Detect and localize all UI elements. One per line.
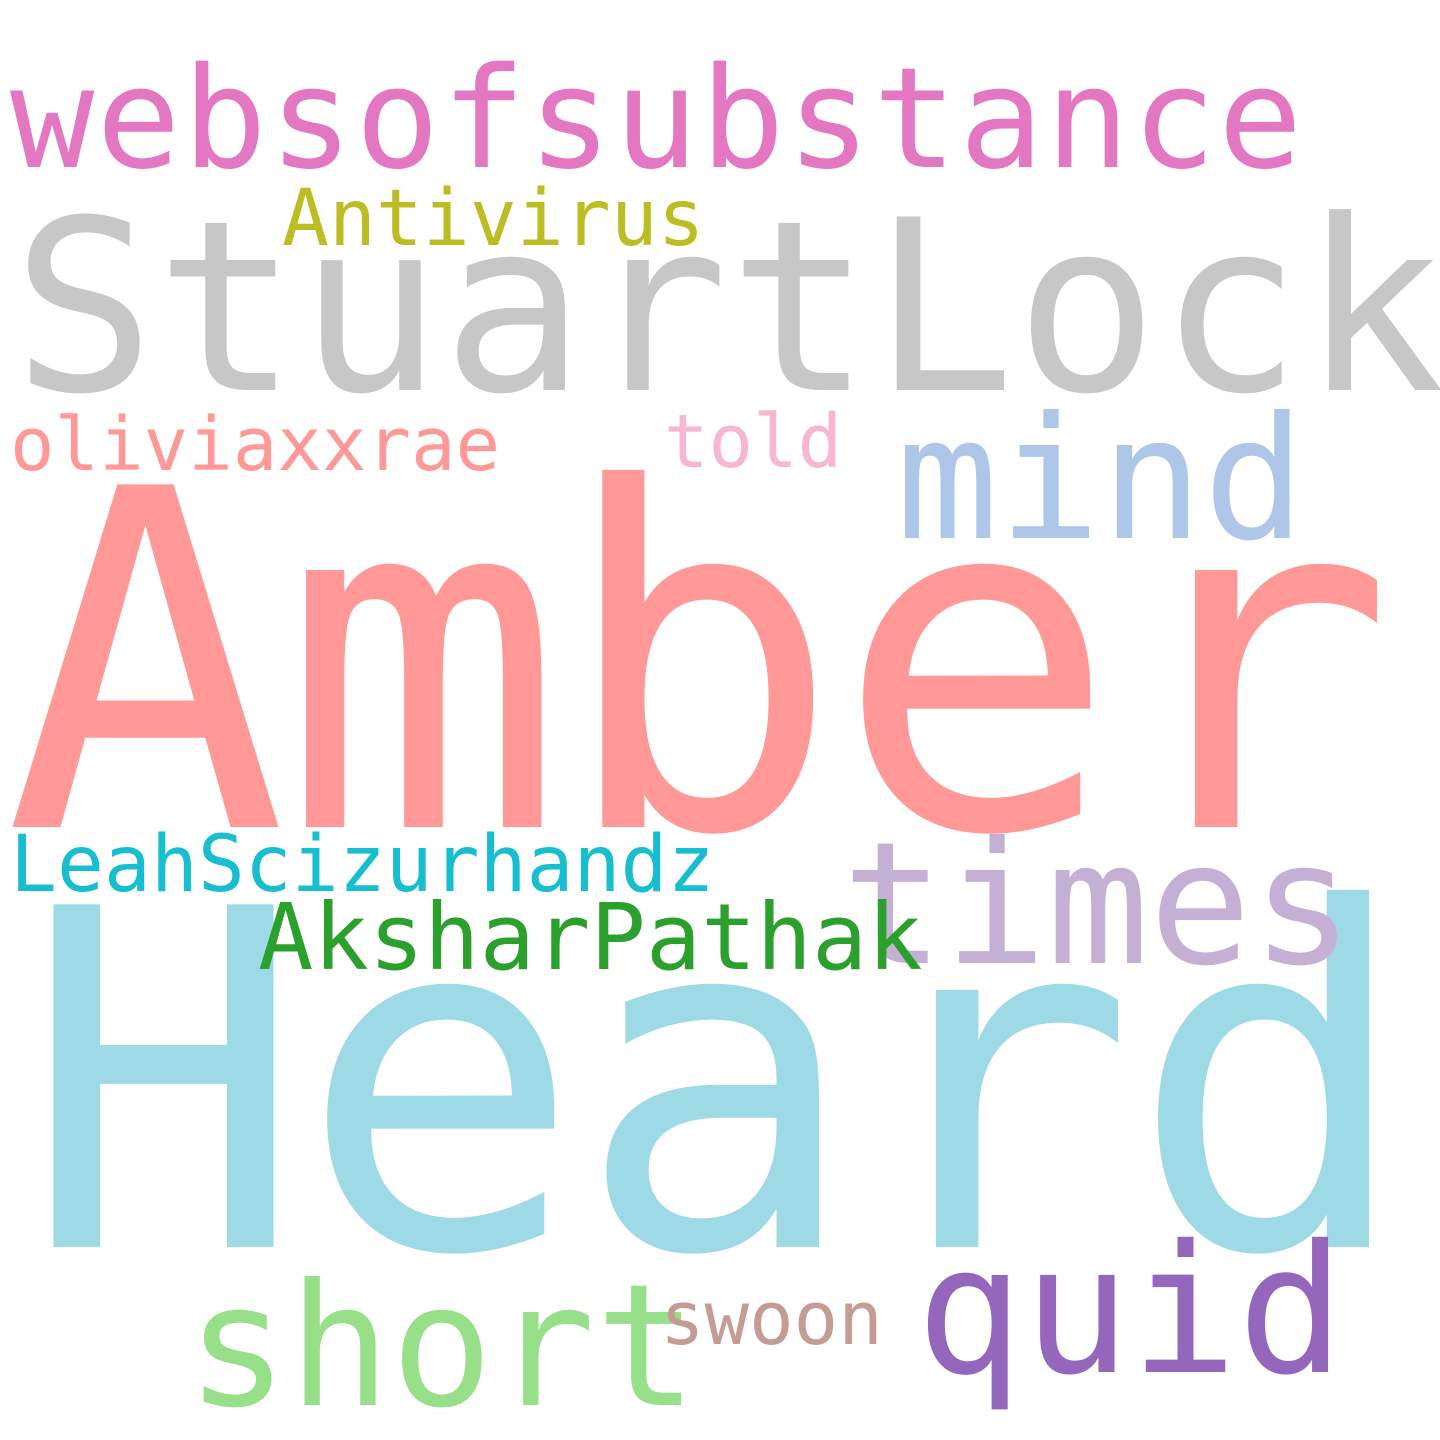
word-oliviaxxrae: oliviaxxrae [10, 402, 501, 488]
word-quid: quid [916, 1207, 1345, 1414]
word-stuartlock: StuartLock [12, 170, 1440, 447]
word-websofsubstance: websofsubstance [10, 38, 1305, 201]
word-antivirus: Antivirus [282, 174, 705, 264]
word-mind: mind [896, 381, 1306, 579]
word-short: short [186, 1248, 698, 1440]
word-heard: Heard [22, 811, 1413, 1358]
word-aksharpathak: AksharPathak [258, 884, 923, 991]
word-times: times [842, 806, 1354, 1004]
word-amber: Amber [4, 391, 1395, 938]
word-told: told [664, 399, 843, 485]
word-leahscizurhandz: LeahScizurhandz [10, 820, 715, 910]
word-swoon: swoon [660, 1276, 883, 1362]
